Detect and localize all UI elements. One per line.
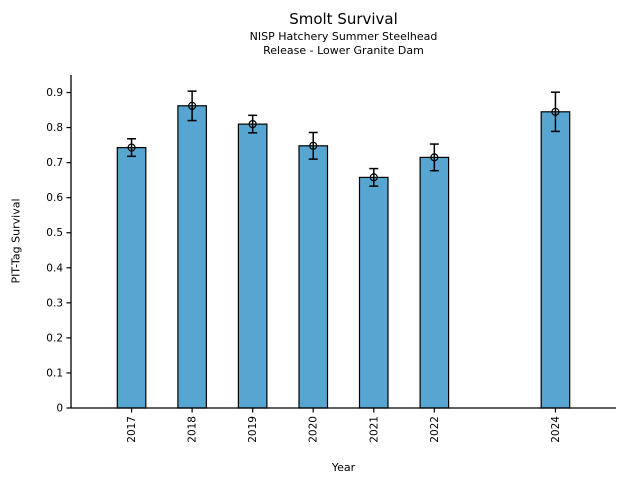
point-marker-2019 <box>248 119 257 129</box>
y-tick-label-0: 0 <box>56 403 63 415</box>
y-tick-label-0.9: 0.9 <box>46 87 63 99</box>
x-tick-label-2017: 2017 <box>126 416 138 443</box>
bar-2018 <box>177 105 207 409</box>
y-tick-label-0.4: 0.4 <box>46 262 63 274</box>
y-tick-label-0.2: 0.2 <box>46 332 63 344</box>
x-tick-label-2022: 2022 <box>429 416 441 443</box>
chart-subtitle-line1: NISP Hatchery Summer Steelhead <box>249 30 438 43</box>
y-tick-label-0.8: 0.8 <box>46 122 63 134</box>
point-marker-2024 <box>551 107 560 116</box>
x-tick-label-2019: 2019 <box>247 416 259 443</box>
bar-2022 <box>419 156 450 409</box>
x-tick-label-2021: 2021 <box>368 416 380 443</box>
x-tick-label-2018: 2018 <box>187 416 199 443</box>
x-axis-label: Year <box>331 461 356 474</box>
y-tick-label-0.5: 0.5 <box>46 227 63 239</box>
bar-2017 <box>116 147 147 409</box>
bar-2021 <box>358 176 389 409</box>
bar-2019 <box>237 123 268 409</box>
y-tick-label-0.1: 0.1 <box>46 367 63 379</box>
point-marker-2022 <box>430 153 439 162</box>
bar-2024 <box>540 111 571 409</box>
point-marker-2017 <box>127 143 136 152</box>
point-marker-2020 <box>309 141 318 150</box>
bar-2020 <box>298 145 329 409</box>
y-tick-label-0.6: 0.6 <box>46 192 63 204</box>
y-tick-label-0.3: 0.3 <box>46 297 63 309</box>
point-marker-2021 <box>369 173 378 182</box>
point-marker-2018 <box>188 101 197 110</box>
chart-subtitle-line2: Release - Lower Granite Dam <box>263 44 424 57</box>
x-tick-label-2020: 2020 <box>308 416 320 443</box>
y-tick-label-0.7: 0.7 <box>46 157 63 169</box>
chart-title: Smolt Survival <box>289 10 398 28</box>
x-tick-label-2024: 2024 <box>550 416 562 443</box>
y-axis-label: PIT-Tag Survival <box>9 198 23 284</box>
